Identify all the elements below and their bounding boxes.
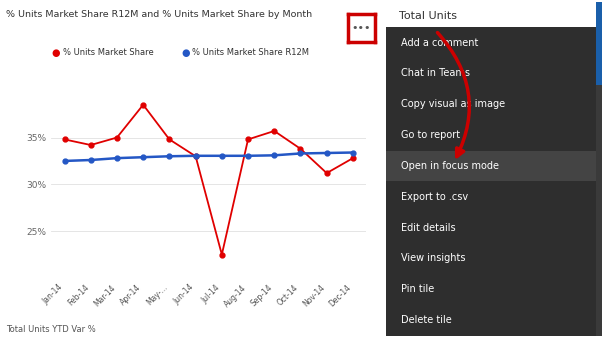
Text: •••: ••• xyxy=(352,23,371,33)
Text: Delete tile: Delete tile xyxy=(401,315,451,325)
Text: View insights: View insights xyxy=(401,254,465,263)
Text: Chat in Teams: Chat in Teams xyxy=(401,68,469,78)
Text: % Units Market Share R12M and % Units Market Share by Month: % Units Market Share R12M and % Units Ma… xyxy=(6,10,312,19)
Text: ●: ● xyxy=(182,47,190,58)
Text: Edit details: Edit details xyxy=(401,223,456,233)
Text: % Units Market Share: % Units Market Share xyxy=(63,48,154,57)
FancyArrowPatch shape xyxy=(437,33,469,157)
Text: Copy visual as image: Copy visual as image xyxy=(401,99,505,109)
Bar xyxy=(386,151,596,181)
Text: Open in focus mode: Open in focus mode xyxy=(401,161,499,171)
Text: Total Units YTD Var %: Total Units YTD Var % xyxy=(6,325,96,334)
Text: % Units Market Share R12M: % Units Market Share R12M xyxy=(192,48,309,57)
Text: Export to .csv: Export to .csv xyxy=(401,192,468,202)
Text: Add a comment: Add a comment xyxy=(401,38,478,47)
Text: Pin tile: Pin tile xyxy=(401,284,434,294)
Text: Go to report: Go to report xyxy=(401,130,460,140)
Bar xyxy=(596,2,602,85)
Text: Total Units: Total Units xyxy=(399,11,457,21)
Text: ●: ● xyxy=(51,47,60,58)
